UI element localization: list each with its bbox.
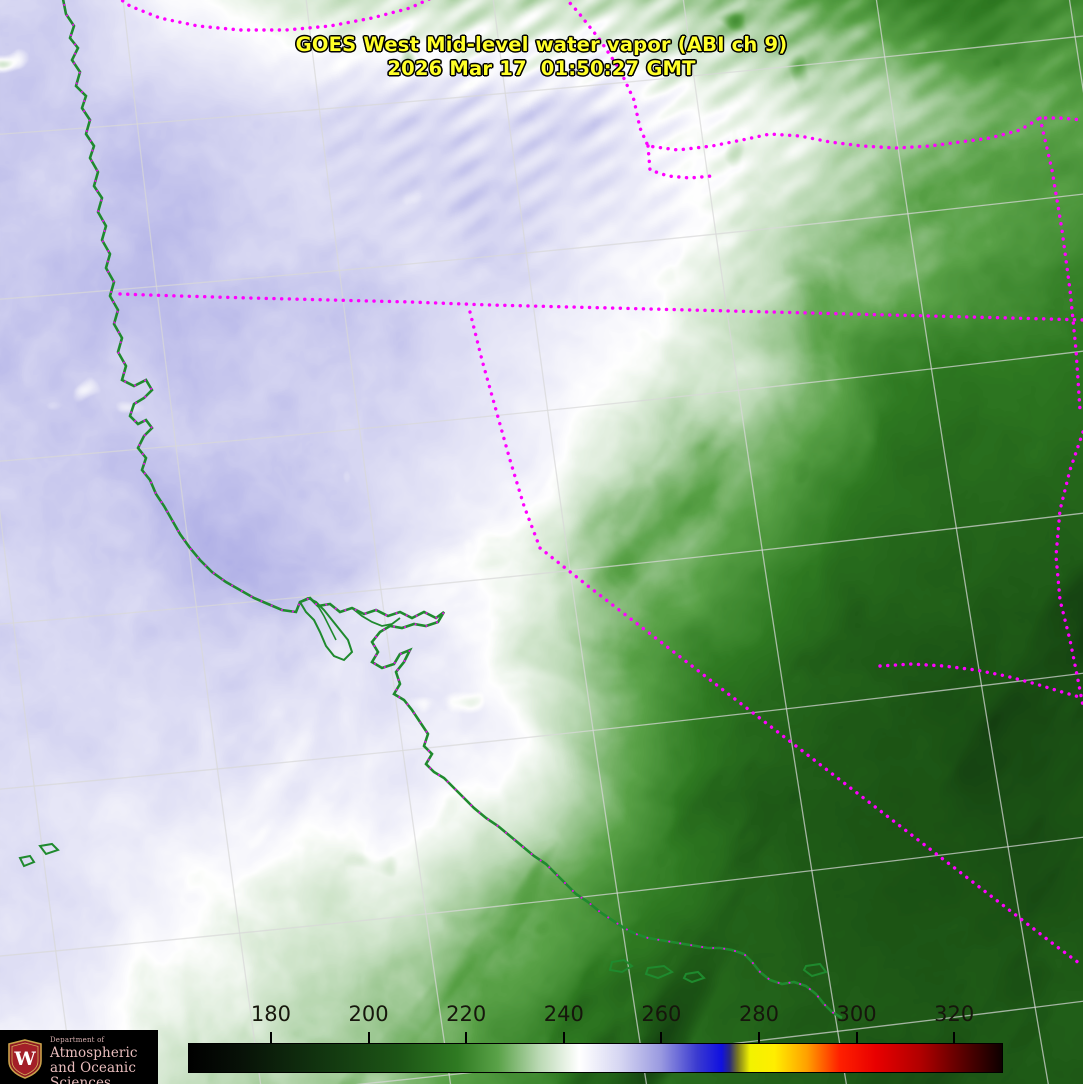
colorbar-label-320: 320 (934, 1002, 975, 1026)
coastline-pacific (61, 0, 843, 1020)
border-state-east-1 (1038, 116, 1082, 412)
logo-name-line-1: Atmospheric (50, 1045, 138, 1061)
coastline (18, 0, 843, 1020)
graticule-meridian-3 (492, 0, 648, 1084)
graticule-meridian-6 (1068, 0, 1083, 94)
graticule-parallel-2 (0, 350, 1083, 462)
graticule-meridian-1 (122, 0, 262, 1084)
colorbar-label-280: 280 (738, 1002, 780, 1026)
colorbar-tick-labels: 180 200 220 240 260 280 300 320 (0, 1000, 1083, 1036)
colorbar-tick-240 (562, 1032, 565, 1043)
colorbar-tick-marks (0, 1000, 1083, 1044)
coastline-island-offshore-nw-2 (18, 854, 36, 868)
colorbar-label-180: 180 (250, 1002, 291, 1026)
coastline-island-san-miguel (682, 970, 706, 984)
colorbar-tick-320 (953, 1032, 956, 1043)
political-borders (62, 0, 1083, 1019)
colorbar-label-260: 260 (641, 1002, 682, 1026)
graticule-parallel-0 (0, 35, 1083, 135)
colorbar-label-200: 200 (348, 1002, 389, 1026)
border-state-east-2 (1054, 430, 1083, 708)
colorbar-tick-180 (269, 1032, 272, 1043)
border-canada-us-north (118, 0, 432, 32)
border-state-diagonal (468, 310, 1083, 968)
border-state-lower-right (878, 662, 1083, 700)
colorbar-label-240: 240 (543, 1002, 584, 1026)
colorbar-tick-260 (660, 1032, 663, 1043)
graticule-meridian-0 (0, 507, 75, 1084)
coastline-island-santa-cruz (608, 958, 634, 974)
coastline-island-santa-rosa (644, 964, 674, 980)
colorbar-tick-280 (757, 1032, 760, 1043)
graticule-parallel-3 (0, 512, 1083, 625)
colorbar-tick-220 (465, 1032, 468, 1043)
uw-crest-icon: W (8, 1039, 42, 1079)
colorbar-gradient-bar (188, 1043, 1003, 1073)
colorbar-gradient (189, 1044, 1002, 1072)
logo-department-line: Department of (50, 1036, 105, 1044)
border-north-interior (564, 0, 1083, 152)
border-state-horizontal-north (118, 292, 1083, 322)
coastline-island-offshore-nw (38, 842, 60, 856)
border-coastal-overlay (62, 0, 843, 1019)
graticule-meridian-5 (875, 0, 1049, 1084)
colorbar: 180 200 220 240 260 280 300 320 (0, 1000, 1083, 1084)
colorbar-tick-200 (367, 1032, 370, 1043)
colorbar-label-220: 220 (446, 1002, 487, 1026)
institution-logo: W Department of Atmospheric and Oceanic … (0, 1030, 158, 1084)
graticule-parallel-1 (0, 193, 1083, 300)
graticule-parallel-5 (0, 836, 1083, 957)
graticule-parallel-4 (0, 672, 1083, 790)
colorbar-tick-300 (855, 1032, 858, 1043)
coastline-island-catalina (802, 962, 828, 978)
coastline-delta (351, 607, 401, 627)
graticule-meridian-2 (305, 0, 452, 1084)
graticule-meridian-4 (682, 0, 848, 1084)
logo-name-line-2: and Oceanic Sciences (50, 1060, 137, 1084)
border-state-notch (646, 144, 714, 180)
colorbar-label-300: 300 (836, 1002, 877, 1026)
coastline-san-francisco-bay (298, 596, 354, 662)
logo-text-block: Department of Atmospheric and Oceanic Sc… (50, 1037, 158, 1084)
coastline-bay-inlet (317, 605, 337, 641)
svg-text:W: W (13, 1048, 36, 1070)
